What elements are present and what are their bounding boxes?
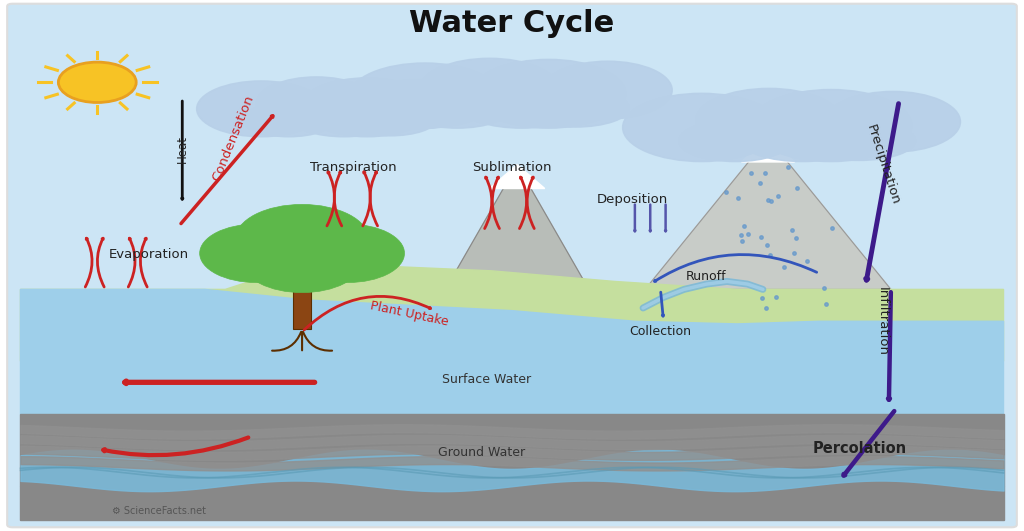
Text: Precipitation: Precipitation xyxy=(863,123,902,207)
Ellipse shape xyxy=(420,58,559,120)
Ellipse shape xyxy=(543,61,673,119)
Ellipse shape xyxy=(463,88,581,128)
Ellipse shape xyxy=(293,102,395,137)
Ellipse shape xyxy=(197,81,326,137)
Circle shape xyxy=(243,231,361,293)
Text: Water Cycle: Water Cycle xyxy=(410,10,614,38)
Ellipse shape xyxy=(623,93,780,161)
Ellipse shape xyxy=(349,63,500,128)
Ellipse shape xyxy=(243,102,335,137)
Polygon shape xyxy=(445,165,589,289)
Polygon shape xyxy=(20,289,1004,414)
Ellipse shape xyxy=(471,59,626,128)
Circle shape xyxy=(236,204,369,273)
Text: ⚙ ScienceFacts.net: ⚙ ScienceFacts.net xyxy=(112,506,206,516)
Ellipse shape xyxy=(521,89,629,127)
Text: Deposition: Deposition xyxy=(597,193,669,205)
Text: Condensation: Condensation xyxy=(210,93,257,183)
Ellipse shape xyxy=(696,88,843,153)
Text: Heat: Heat xyxy=(176,135,188,162)
Text: Sublimation: Sublimation xyxy=(472,161,552,174)
Text: Collection: Collection xyxy=(630,326,691,338)
Bar xyxy=(293,289,311,329)
Circle shape xyxy=(292,224,404,282)
Ellipse shape xyxy=(301,78,433,137)
Polygon shape xyxy=(20,263,1004,361)
Text: Transpiration: Transpiration xyxy=(310,161,396,174)
Polygon shape xyxy=(20,414,1004,486)
Polygon shape xyxy=(645,138,891,289)
Text: Percolation: Percolation xyxy=(813,441,907,456)
Ellipse shape xyxy=(362,79,473,129)
Polygon shape xyxy=(741,138,795,162)
Circle shape xyxy=(200,224,312,282)
Circle shape xyxy=(58,62,136,102)
Polygon shape xyxy=(489,165,545,189)
Ellipse shape xyxy=(741,120,864,161)
Ellipse shape xyxy=(750,89,912,161)
Ellipse shape xyxy=(344,104,436,136)
Text: Evaporation: Evaporation xyxy=(109,249,188,261)
Polygon shape xyxy=(20,486,1004,520)
Text: Ground Water: Ground Water xyxy=(437,446,525,459)
Ellipse shape xyxy=(803,121,915,160)
FancyBboxPatch shape xyxy=(7,4,1017,527)
Text: Plant Uptake: Plant Uptake xyxy=(370,299,450,329)
Text: Surface Water: Surface Water xyxy=(441,373,531,386)
Text: Infiltration: Infiltration xyxy=(877,287,889,356)
Text: Runoff: Runoff xyxy=(686,270,727,282)
Ellipse shape xyxy=(256,77,377,130)
Ellipse shape xyxy=(679,120,792,161)
Ellipse shape xyxy=(825,91,961,152)
Ellipse shape xyxy=(403,88,511,128)
